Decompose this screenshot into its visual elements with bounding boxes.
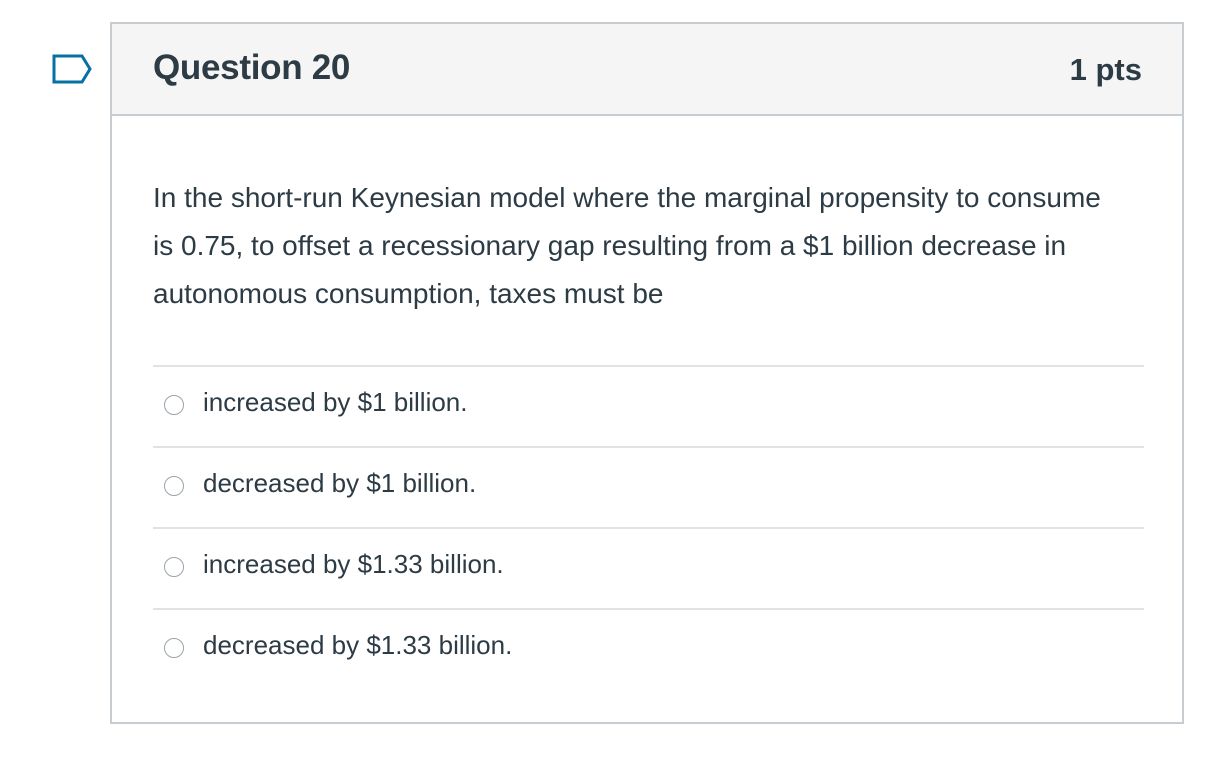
radio-button[interactable]: [164, 395, 184, 415]
flag-icon: [52, 54, 92, 84]
question-text: In the short-run Keynesian model where t…: [153, 182, 1101, 309]
answer-label: decreased by $1 billion.: [203, 468, 477, 498]
answer-label: increased by $1 billion.: [203, 387, 468, 417]
answer-list: increased by $1 billion. decreased by $1…: [153, 365, 1144, 689]
answer-option[interactable]: decreased by $1.33 billion.: [153, 608, 1144, 689]
radio-button[interactable]: [164, 638, 184, 658]
answer-label: increased by $1.33 billion.: [203, 549, 504, 579]
answer-label: decreased by $1.33 billion.: [203, 630, 513, 660]
radio-button[interactable]: [164, 557, 184, 577]
question-card: Question 20 1 pts In the short-run Keyne…: [110, 22, 1184, 724]
answer-option[interactable]: increased by $1 billion.: [153, 365, 1144, 446]
radio-button[interactable]: [164, 476, 184, 496]
answer-option[interactable]: decreased by $1 billion.: [153, 446, 1144, 527]
flag-question-button[interactable]: [50, 52, 94, 86]
question-points: 1 pts: [1069, 52, 1142, 87]
question-header: Question 20 1 pts: [112, 24, 1182, 116]
answer-option[interactable]: increased by $1.33 billion.: [153, 527, 1144, 608]
question-title: Question 20: [153, 48, 351, 87]
